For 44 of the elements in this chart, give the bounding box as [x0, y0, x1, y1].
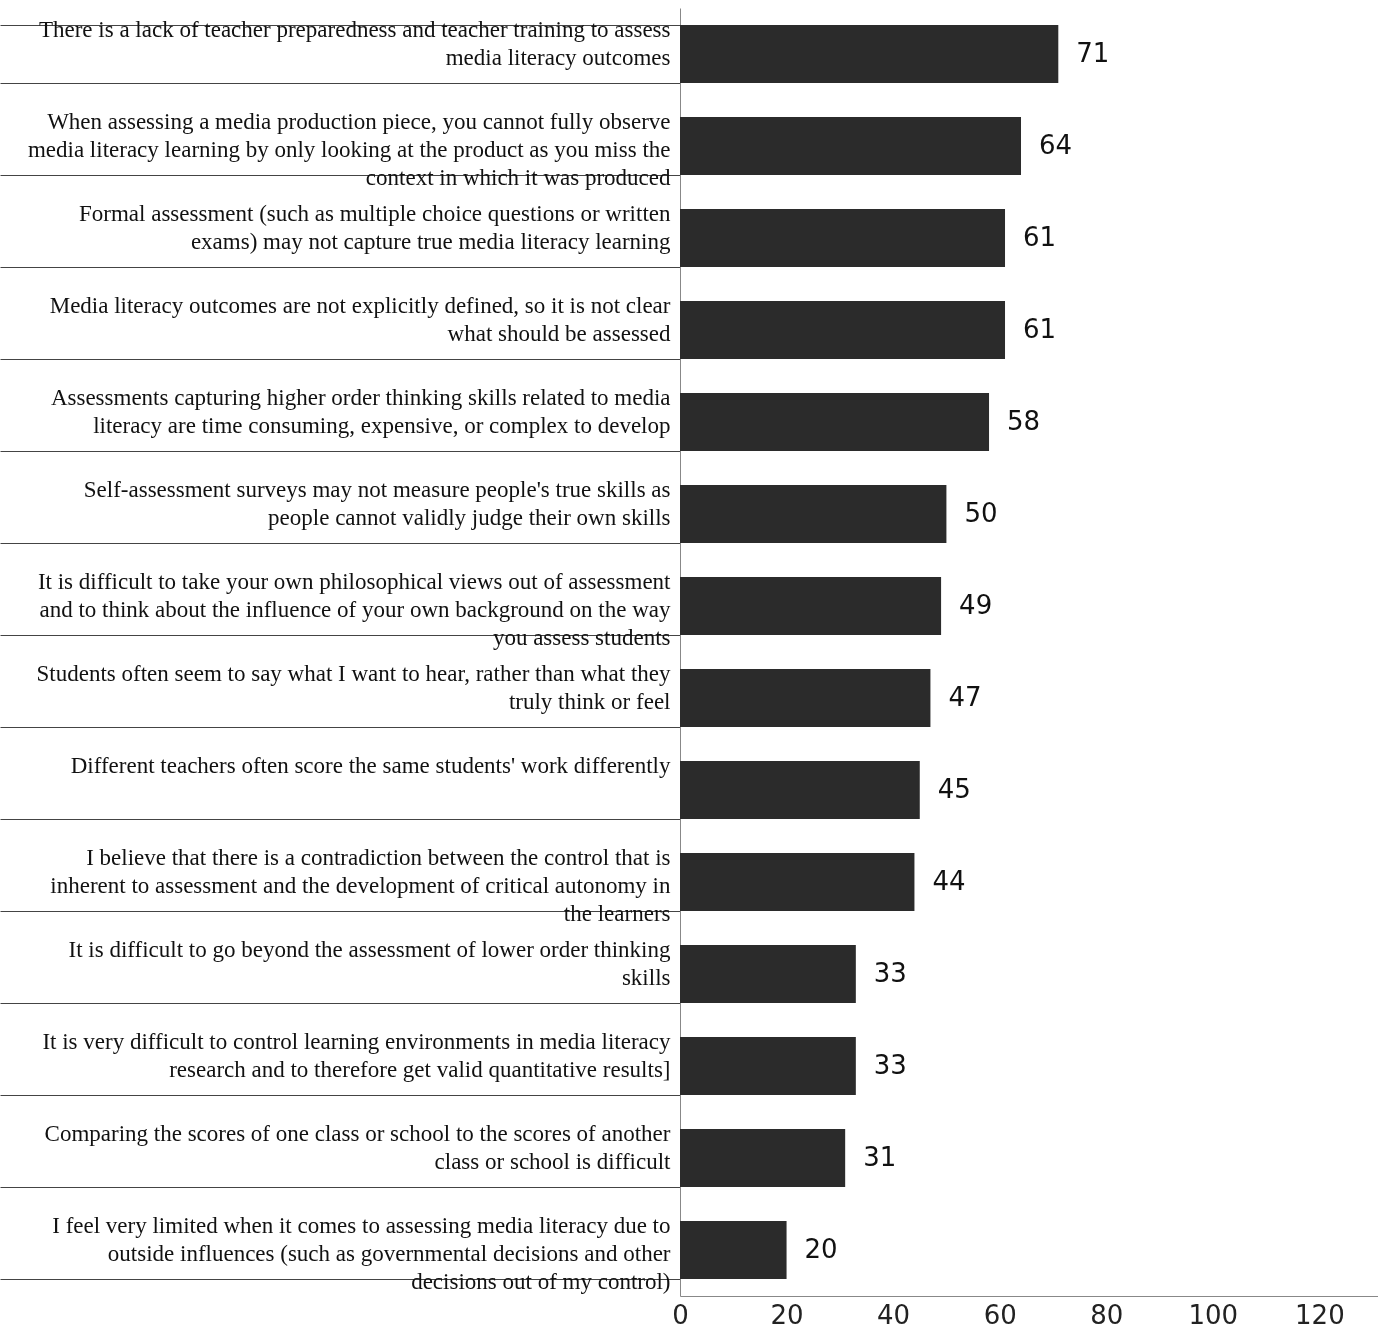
data-label: 64: [1039, 130, 1073, 160]
data-label: 33: [873, 958, 907, 988]
y-tick-label: Students often seem to say what I want to hear, rather than what they truly think or feel: [36, 660, 671, 714]
bar: [680, 945, 856, 1003]
y-tick-label: Formal assessment (such as multiple choice questions or written exams) may not capture true media literacy learning: [79, 200, 671, 254]
y-tick-label: Assessments capturing higher order thinking skills related to media literacy are time consuming, expensive, or complex to develop: [50, 384, 671, 438]
data-label: 20: [804, 1234, 838, 1264]
y-tick-label: It is very difficult to control learning environments in media literacy research and to therefore get valid quantitative results]: [42, 1028, 671, 1082]
bar: [680, 1221, 787, 1279]
bar: [680, 1129, 846, 1187]
data-label: 58: [1007, 406, 1041, 436]
bar: [680, 117, 1022, 175]
x-tick-label: 100: [1188, 1299, 1239, 1330]
y-tick-label: It is difficult to go beyond the assessment of lower order thinking skills: [68, 936, 671, 990]
data-label: 31: [863, 1142, 897, 1172]
data-label: 61: [1023, 314, 1057, 344]
bar: [680, 577, 942, 635]
data-label: 71: [1076, 38, 1110, 68]
bar: [680, 25, 1059, 83]
bar: [680, 761, 920, 819]
bar: [680, 669, 931, 727]
y-tick-label: Self-assessment surveys may not measure people's true skills as people cannot validly judge their own skills: [83, 476, 671, 530]
bar: [680, 1037, 856, 1095]
x-tick-label: 80: [1090, 1299, 1124, 1330]
y-tick-label: Media literacy outcomes are not explicitly defined, so it is not clear what should be assessed: [49, 292, 671, 346]
bar: [680, 301, 1006, 359]
bar: [680, 393, 990, 451]
bar: [680, 853, 915, 911]
x-tick-label: 40: [877, 1299, 911, 1330]
data-label: 45: [937, 774, 971, 804]
data-label: 61: [1023, 222, 1057, 252]
bar: [680, 485, 947, 543]
y-tick-label: Different teachers often score the same students' work differently: [70, 752, 671, 778]
data-label: 49: [959, 590, 993, 620]
x-tick-label: 20: [770, 1299, 804, 1330]
data-label: 44: [932, 866, 966, 896]
data-label: 47: [948, 682, 982, 712]
data-label: 33: [873, 1050, 907, 1080]
data-label: 50: [964, 498, 998, 528]
x-tick-label: 0: [672, 1299, 689, 1330]
bar: [680, 209, 1006, 267]
x-tick-label: 60: [983, 1299, 1017, 1330]
x-tick-label: 120: [1295, 1299, 1345, 1330]
y-tick-label: Comparing the scores of one class or school to the scores of another class or school is difficult: [44, 1120, 672, 1174]
